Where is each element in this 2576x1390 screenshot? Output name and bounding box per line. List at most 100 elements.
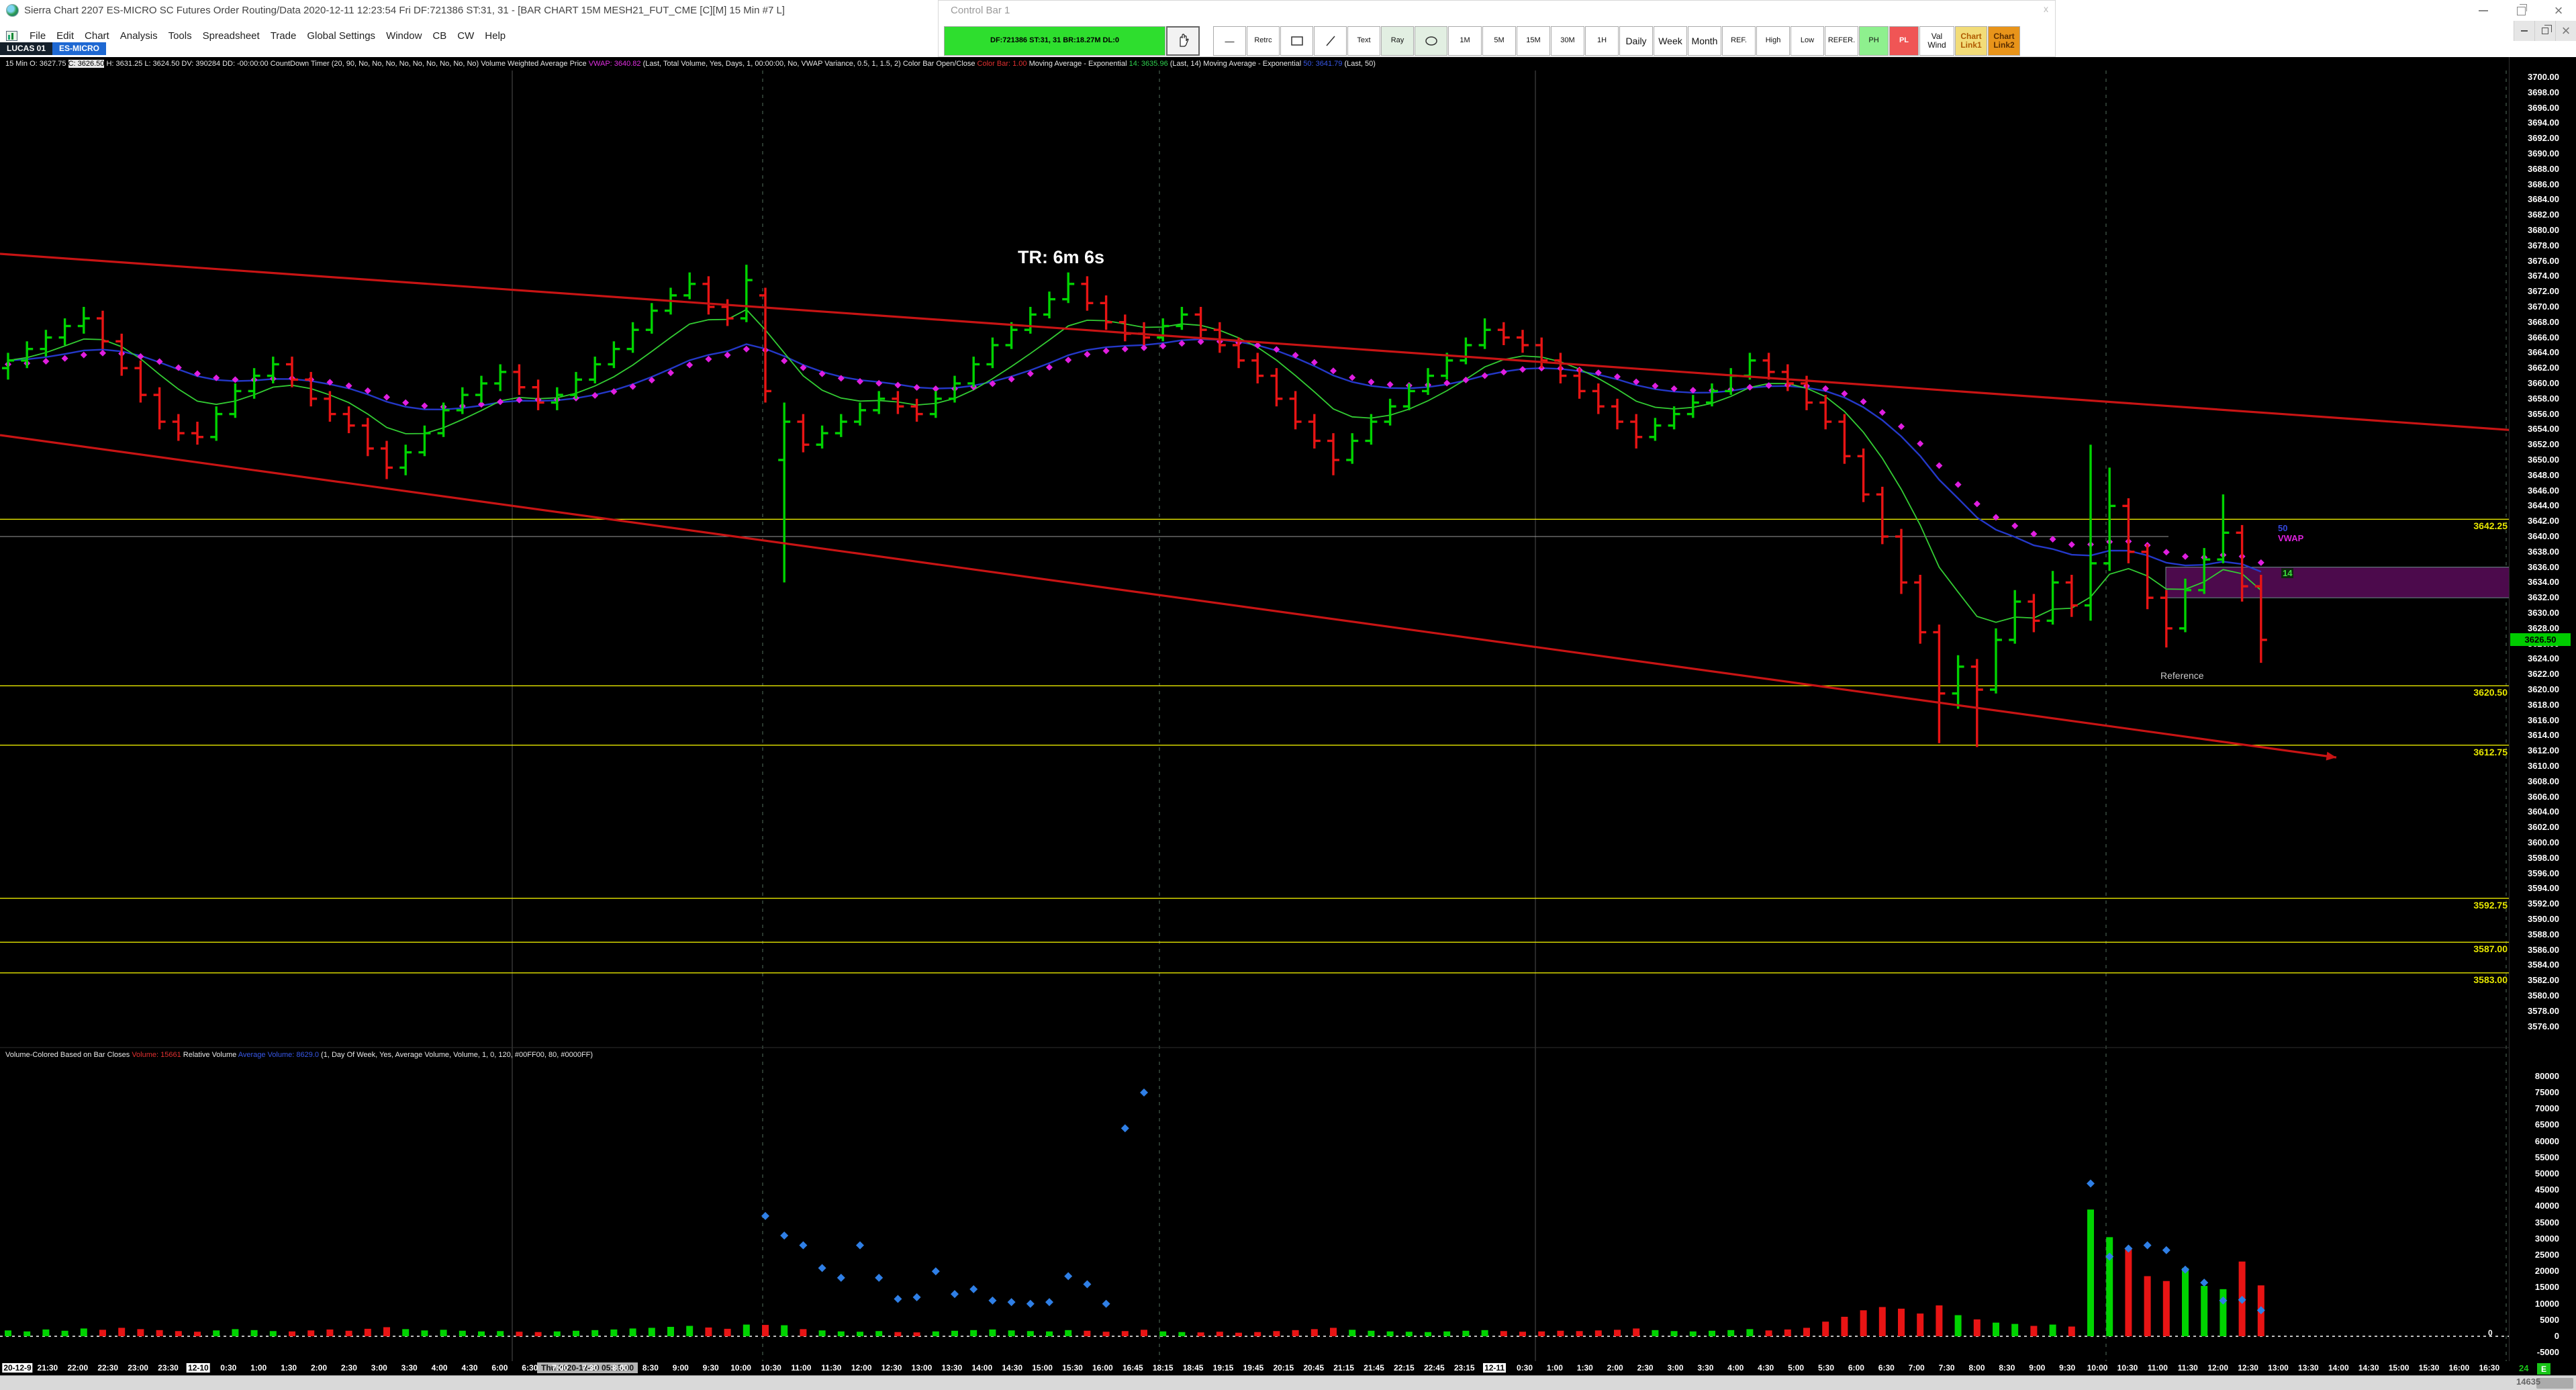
price-tick: 3584.00 bbox=[2528, 960, 2559, 970]
price-tick: 3686.00 bbox=[2528, 179, 2559, 189]
price-tick: 3580.00 bbox=[2528, 990, 2559, 1001]
toolbar-button-retrc[interactable]: Retrc bbox=[1247, 26, 1280, 56]
time-axis-tick: 14:00 bbox=[2328, 1363, 2349, 1373]
toolbar-button-15m[interactable]: 15M bbox=[1517, 26, 1550, 56]
study-text-segment: (Last, 50) bbox=[1342, 60, 1376, 68]
ema50-label: 50 bbox=[2278, 523, 2288, 533]
chart-minimize-icon[interactable] bbox=[2514, 21, 2534, 41]
price-tick: 3656.00 bbox=[2528, 408, 2559, 419]
menu-item-cb[interactable]: CB bbox=[432, 30, 447, 42]
toolbar-button-text[interactable]: Text bbox=[1347, 26, 1380, 56]
time-axis-tick: 8:00 bbox=[612, 1363, 629, 1373]
toolbar-button-—[interactable]: — bbox=[1213, 26, 1246, 56]
time-axis-tick: 7:00 bbox=[1908, 1363, 1925, 1373]
time-axis-date: 12-11 bbox=[1483, 1363, 1507, 1373]
menu-item-spreadsheet[interactable]: Spreadsheet bbox=[202, 30, 260, 42]
horizontal-scrollbar[interactable] bbox=[0, 1375, 2576, 1390]
time-axis-tick: 22:45 bbox=[1423, 1363, 1445, 1373]
time-axis-tick: 16:30 bbox=[2479, 1363, 2500, 1373]
price-tick: 3618.00 bbox=[2528, 699, 2559, 710]
tab-lucas-01[interactable]: LUCAS 01 bbox=[0, 42, 53, 55]
study-text-segment: Volume: 15661 bbox=[132, 1051, 181, 1059]
control-bar-close-icon[interactable]: x bbox=[2044, 3, 2048, 14]
restore-icon[interactable] bbox=[2512, 3, 2530, 18]
toolbar-button-1h[interactable]: 1H bbox=[1585, 26, 1619, 56]
volume-tick: 80000 bbox=[2534, 1070, 2559, 1081]
toolbar-button-ray[interactable]: Ray bbox=[1381, 26, 1414, 56]
hand-tool-icon[interactable] bbox=[1166, 26, 1200, 56]
study-text-segment: 15 Min O: 3627.75 bbox=[5, 60, 68, 68]
price-tick: 3692.00 bbox=[2528, 133, 2559, 144]
time-axis[interactable]: Thu 2020-12-10 05:15:00 20-12-9 21:30 22:0… bbox=[0, 1361, 2576, 1375]
toolbar-button-month[interactable]: Month bbox=[1688, 26, 1721, 56]
menu-item-help[interactable]: Help bbox=[485, 30, 506, 42]
price-tick: 3600.00 bbox=[2528, 837, 2559, 847]
volume-study-line: Volume-Colored Based on Bar Closes Volum… bbox=[5, 1051, 593, 1059]
volume-tick: 10000 bbox=[2534, 1298, 2559, 1309]
crosshair-time-tooltip: Thu 2020-12-10 05:15:00 bbox=[537, 1362, 638, 1373]
toolbar-button-val[interactable]: Val Wind bbox=[1919, 26, 1954, 56]
close-icon[interactable]: × bbox=[2554, 2, 2563, 19]
price-tick: 3654.00 bbox=[2528, 424, 2559, 434]
menu-item-cw[interactable]: CW bbox=[457, 30, 475, 42]
tab-es-micro[interactable]: ES-MICRO bbox=[52, 42, 107, 55]
menu-item-trade[interactable]: Trade bbox=[270, 30, 297, 42]
price-axis[interactable]: 3700.00 3698.00 3696.00 3694.00 3692.00 3690.… bbox=[2509, 57, 2576, 1390]
time-axis-tick: 10:00 bbox=[2087, 1363, 2108, 1373]
time-axis-tick: 6:30 bbox=[522, 1363, 538, 1373]
toolbar-button-30m[interactable]: 30M bbox=[1551, 26, 1584, 56]
time-axis-tick: 16:00 bbox=[2448, 1363, 2470, 1373]
menu-item-window[interactable]: Window bbox=[386, 30, 422, 42]
scrollbar-thumb[interactable] bbox=[2536, 1378, 2573, 1389]
price-tick: 3614.00 bbox=[2528, 730, 2559, 741]
volume-tick: 15000 bbox=[2534, 1282, 2559, 1293]
time-axis-tick: 23:15 bbox=[1453, 1363, 1475, 1373]
price-tick: 3672.00 bbox=[2528, 286, 2559, 297]
time-axis-tick: 12:00 bbox=[851, 1363, 872, 1373]
toolbar-button-chart[interactable]: Chart Link1 bbox=[1955, 26, 1987, 56]
chart-restore-icon[interactable] bbox=[2534, 21, 2555, 41]
study-text-segment: Color Bar: 1.00 bbox=[977, 60, 1027, 68]
toolbar-button-chart[interactable]: Chart Link2 bbox=[1988, 26, 2020, 56]
line-tool-icon[interactable] bbox=[1314, 26, 1347, 56]
price-tick: 3620.00 bbox=[2528, 684, 2559, 694]
toolbar-button-refer.[interactable]: REFER. bbox=[1825, 26, 1858, 56]
menu-item-analysis[interactable]: Analysis bbox=[120, 30, 158, 42]
volume-tick: 0 bbox=[2554, 1331, 2559, 1341]
toolbar-button-df[interactable]: DF:721386 ST:31, 31 BR:18.27M DL:0 bbox=[944, 26, 1165, 56]
toolbar-button-high[interactable]: High bbox=[1756, 26, 1790, 56]
chart-mini-icon[interactable] bbox=[6, 30, 17, 41]
toolbar-button-1m[interactable]: 1M bbox=[1448, 26, 1482, 56]
toolbar-button-pl[interactable]: PL bbox=[1889, 26, 1919, 56]
toolbar-button-ph[interactable]: PH bbox=[1859, 26, 1889, 56]
toolbar-button-5m[interactable]: 5M bbox=[1482, 26, 1516, 56]
chart-canvas[interactable] bbox=[0, 57, 2576, 1390]
toolbar-button-daily[interactable]: Daily bbox=[1619, 26, 1653, 56]
price-tick: 3664.00 bbox=[2528, 347, 2559, 358]
price-tick: 3648.00 bbox=[2528, 469, 2559, 480]
price-tick: 3662.00 bbox=[2528, 363, 2559, 373]
menu-item-tools[interactable]: Tools bbox=[168, 30, 192, 42]
ellipse-tool-icon[interactable] bbox=[1415, 26, 1447, 56]
minimize-icon[interactable] bbox=[2474, 3, 2493, 18]
time-axis-tick: 5:00 bbox=[1788, 1363, 1805, 1373]
time-axis-tick: 12:30 bbox=[2238, 1363, 2258, 1373]
menu-item-global-settings[interactable]: Global Settings bbox=[307, 30, 376, 42]
menu-item-chart[interactable]: Chart bbox=[85, 30, 109, 42]
price-tick: 3598.00 bbox=[2528, 852, 2559, 863]
yellow-level-tag: 3583.00 bbox=[2473, 974, 2508, 985]
time-axis-tick: 3:30 bbox=[401, 1363, 418, 1373]
price-tick: 3604.00 bbox=[2528, 806, 2559, 817]
toolbar-button-week[interactable]: Week bbox=[1654, 26, 1687, 56]
toolbar-button-low[interactable]: Low bbox=[1791, 26, 1824, 56]
chart-area[interactable]: 15 Min O: 3627.75 C: 3626.50 H: 3631.25 … bbox=[0, 57, 2576, 1390]
study-text-segment: C: 3626.50 bbox=[68, 60, 105, 68]
menu-item-edit[interactable]: Edit bbox=[56, 30, 75, 42]
rectangle-tool-icon[interactable] bbox=[1280, 26, 1313, 56]
chart-close-icon[interactable]: × bbox=[2555, 21, 2576, 41]
price-tick: 3630.00 bbox=[2528, 608, 2559, 618]
time-axis-tick: 15:00 bbox=[1032, 1363, 1053, 1373]
toolbar-button-ref.[interactable]: REF. bbox=[1722, 26, 1756, 56]
volume-readout: 14635 bbox=[2516, 1377, 2541, 1387]
menu-item-file[interactable]: File bbox=[30, 30, 46, 42]
